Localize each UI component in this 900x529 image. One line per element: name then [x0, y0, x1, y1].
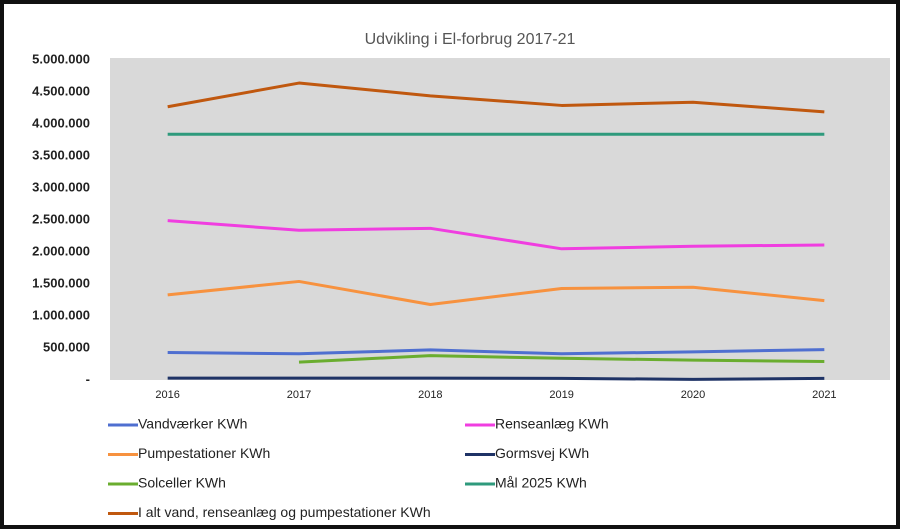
- y-tick-label: 2.500.000: [32, 211, 90, 226]
- series-line: [167, 81, 825, 114]
- legend-label: Pumpestationer KWh: [138, 445, 270, 461]
- y-tick-label: 2.000.000: [32, 243, 90, 258]
- y-tick-label: 4.500.000: [32, 83, 90, 98]
- legend-label: Vandværker KWh: [138, 416, 247, 432]
- plot-area: [110, 58, 890, 380]
- series-line: [167, 376, 825, 381]
- y-tick-label: 1.500.000: [32, 275, 90, 290]
- series-line: [167, 219, 825, 251]
- series-line: [167, 348, 825, 356]
- chart-title: Udvikling i El-forbrug 2017-21: [365, 31, 576, 48]
- legend-label: Mål 2025 KWh: [495, 475, 587, 491]
- y-tick-label: 5.000.000: [32, 51, 90, 66]
- y-tick-label: -: [86, 371, 90, 386]
- x-tick-label: 2021: [812, 389, 836, 401]
- legend-label: Renseanlæg KWh: [495, 416, 609, 432]
- x-tick-label: 2018: [418, 389, 442, 401]
- y-tick-label: 3.500.000: [32, 147, 90, 162]
- y-tick-label: 1.000.000: [32, 307, 90, 322]
- x-tick-label: 2019: [549, 389, 573, 401]
- y-tick-label: 3.000.000: [32, 179, 90, 194]
- x-tick-label: 2016: [155, 389, 179, 401]
- series-line: [298, 354, 825, 364]
- y-tick-label: 4.000.000: [32, 115, 90, 130]
- legend-label: Solceller KWh: [138, 475, 226, 491]
- series-line: [167, 279, 825, 306]
- legend-label: Gormsvej KWh: [495, 445, 589, 461]
- x-tick-label: 2017: [287, 389, 311, 401]
- y-tick-label: 500.000: [43, 339, 90, 354]
- x-tick-label: 2020: [681, 389, 705, 401]
- legend-label: I alt vand, renseanlæg og pumpestationer…: [138, 504, 431, 520]
